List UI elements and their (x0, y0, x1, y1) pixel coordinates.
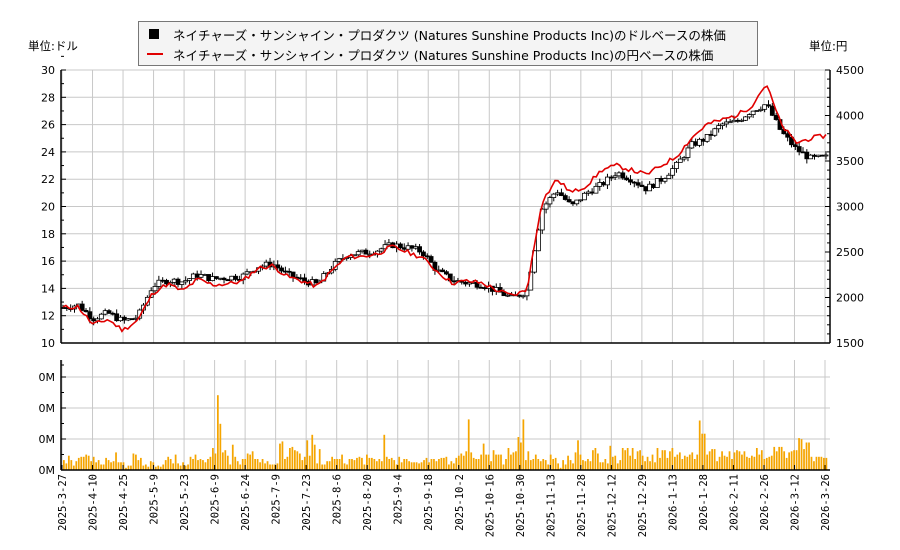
svg-text:2025-5-23: 2025-5-23 (179, 474, 191, 531)
svg-text:2025-7-23: 2025-7-23 (301, 474, 313, 531)
svg-text:2025-12-12: 2025-12-12 (606, 474, 618, 537)
svg-text:2500: 2500 (836, 246, 864, 259)
svg-text:22: 22 (41, 173, 55, 186)
svg-text:2025-6-9: 2025-6-9 (210, 474, 222, 525)
left-unit-label: 単位:ドル (28, 39, 78, 53)
right-unit-label: 単位:円 (809, 39, 848, 53)
svg-text:2025-11-13: 2025-11-13 (545, 474, 557, 537)
legend-jpy-label: ネイチャーズ・サンシャイン・プロダクツ (Natures Sunshine Pr… (173, 47, 714, 63)
svg-text:1500: 1500 (836, 337, 864, 350)
svg-text:2025-12-29: 2025-12-29 (637, 474, 649, 537)
legend-item-jpy: ネイチャーズ・サンシャイン・プロダクツ (Natures Sunshine Pr… (147, 44, 713, 64)
svg-text:28: 28 (41, 91, 55, 104)
jpy-price-line (62, 85, 827, 333)
svg-text:2025-6-24: 2025-6-24 (240, 474, 252, 531)
svg-text:2025-5-9: 2025-5-9 (149, 474, 161, 525)
legend-item-usd: ネイチャーズ・サンシャイン・プロダクツ (Natures Sunshine Pr… (147, 24, 726, 44)
svg-text:2025-10-30: 2025-10-30 (515, 474, 527, 537)
svg-text:2025-9-18: 2025-9-18 (423, 474, 435, 531)
svg-text:2026-2-26: 2026-2-26 (759, 474, 771, 531)
svg-text:3000: 3000 (836, 201, 864, 214)
svg-text:12: 12 (41, 310, 55, 323)
volume-y-axis-ticks: 0M 0M 0M 0M (39, 364, 66, 477)
svg-text:2000: 2000 (836, 292, 864, 305)
svg-text:16: 16 (41, 255, 55, 268)
svg-text:2025-8-6: 2025-8-6 (332, 474, 344, 525)
red-line-icon (147, 53, 163, 55)
svg-text:2025-10-16: 2025-10-16 (484, 474, 496, 537)
left-y-axis-ticks: 10 12 14 16 18 20 22 24 26 28 30 (41, 55, 66, 350)
svg-text:10: 10 (41, 337, 55, 350)
svg-text:30: 30 (41, 64, 55, 77)
volume-bars (63, 395, 828, 470)
svg-text:4000: 4000 (836, 110, 864, 123)
svg-text:2025-9-4: 2025-9-4 (393, 474, 405, 525)
svg-text:3500: 3500 (836, 155, 864, 168)
svg-text:2025-11-28: 2025-11-28 (576, 474, 588, 537)
x-axis-date-labels: 2025-3-27 2025-4-10 2025-4-25 2025-5-9 2025-… (57, 465, 832, 537)
svg-text:14: 14 (41, 282, 55, 295)
svg-text:2026-3-12: 2026-3-12 (789, 474, 801, 531)
right-y-axis-ticks: 1500 2000 2500 3000 3500 4000 4500 (825, 64, 864, 350)
svg-text:2026-1-28: 2026-1-28 (698, 474, 710, 531)
svg-text:20: 20 (41, 201, 55, 214)
price-grid (61, 69, 830, 344)
svg-text:0M: 0M (39, 464, 56, 477)
legend-usd-label: ネイチャーズ・サンシャイン・プロダクツ (Natures Sunshine Pr… (173, 27, 726, 43)
svg-text:24: 24 (41, 146, 55, 159)
svg-text:2025-3-27: 2025-3-27 (57, 474, 69, 531)
svg-text:2026-3-26: 2026-3-26 (820, 474, 832, 531)
svg-text:0M: 0M (39, 433, 56, 446)
svg-text:2025-10-2: 2025-10-2 (454, 474, 466, 531)
usd-price-series (60, 100, 829, 326)
svg-text:18: 18 (41, 228, 55, 241)
svg-text:0M: 0M (39, 402, 56, 415)
svg-text:2025-4-10: 2025-4-10 (88, 474, 100, 531)
chart-legend: ネイチャーズ・サンシャイン・プロダクツ (Natures Sunshine Pr… (138, 21, 758, 66)
svg-text:2025-7-9: 2025-7-9 (271, 474, 283, 525)
svg-text:0M: 0M (39, 371, 56, 384)
svg-text:2025-8-20: 2025-8-20 (362, 474, 374, 531)
svg-text:2026-2-11: 2026-2-11 (728, 474, 740, 531)
svg-text:2025-4-25: 2025-4-25 (118, 474, 130, 531)
svg-text:4500: 4500 (836, 64, 864, 77)
svg-text:2026-1-13: 2026-1-13 (667, 474, 679, 531)
black-square-icon (149, 29, 159, 39)
svg-text:26: 26 (41, 119, 55, 132)
